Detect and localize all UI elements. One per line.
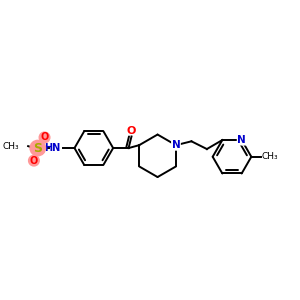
Circle shape: [30, 140, 46, 156]
Text: N: N: [237, 135, 246, 145]
Text: O: O: [40, 132, 49, 142]
Text: HN: HN: [44, 143, 60, 153]
Text: CH₃: CH₃: [3, 142, 20, 151]
Circle shape: [28, 155, 39, 166]
Text: O: O: [30, 156, 38, 166]
Circle shape: [39, 132, 50, 143]
Text: N: N: [172, 140, 180, 150]
Text: O: O: [127, 126, 136, 136]
Text: S: S: [33, 142, 42, 154]
Text: CH₃: CH₃: [262, 152, 279, 161]
